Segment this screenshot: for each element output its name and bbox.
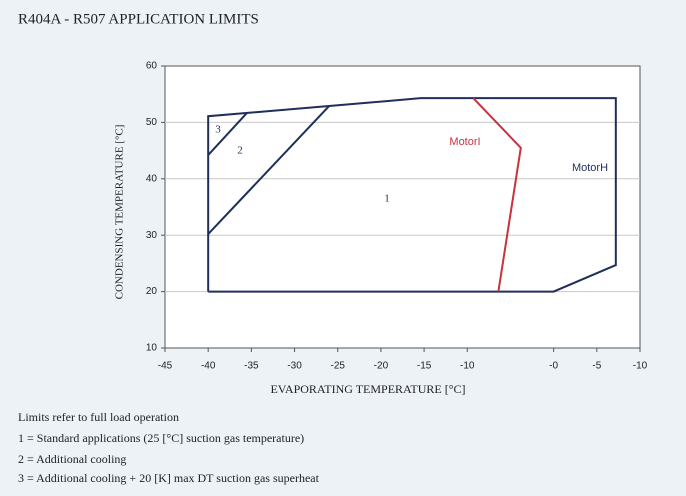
x-tick-label: -25 (331, 361, 346, 372)
series-label: MotorH (572, 162, 608, 174)
plot-area (164, 65, 641, 349)
y-axis-label: CONDENSING TEMPERATURE [°C] (114, 125, 126, 300)
x-tick-label: -40 (201, 361, 216, 372)
x-axis-label: EVAPORATING TEMPERATURE [°C] (270, 382, 465, 396)
series-line (472, 97, 522, 292)
x-tick-label: -15 (417, 361, 432, 372)
chart-title: R404A - R507 APPLICATION LIMITS (18, 11, 259, 27)
note: 1 = Standard applications (25 [°C] sucti… (18, 431, 304, 445)
y-tick-label: 10 (146, 343, 158, 354)
note: Limits refer to full load operation (18, 410, 179, 424)
note: 2 = Additional cooling (18, 452, 126, 466)
series-line (207, 105, 330, 235)
x-tick-label: -5 (592, 361, 601, 372)
region-label: 3 (215, 124, 221, 136)
x-tick-label: -30 (287, 361, 302, 372)
x-tick-label: -20 (374, 361, 389, 372)
y-tick-label: 20 (146, 286, 158, 297)
series-label: MotorI (449, 136, 480, 148)
y-tick-label: 60 (146, 61, 158, 72)
x-tick-label: -45 (158, 361, 173, 372)
series-line (207, 112, 248, 156)
y-tick-label: 40 (146, 173, 158, 184)
note: 3 = Additional cooling + 20 [K] max DT s… (18, 471, 320, 485)
region-label: 1 (384, 193, 390, 205)
y-tick-label: 50 (146, 117, 158, 128)
series-line (207, 97, 617, 293)
x-tick-label: -10 (460, 361, 475, 372)
x-tick-label: -35 (244, 361, 259, 372)
x-tick-label: -10 (633, 361, 648, 372)
y-tick-label: 30 (146, 230, 158, 241)
x-tick-label: -0 (549, 361, 558, 372)
region-label: 2 (237, 145, 243, 157)
